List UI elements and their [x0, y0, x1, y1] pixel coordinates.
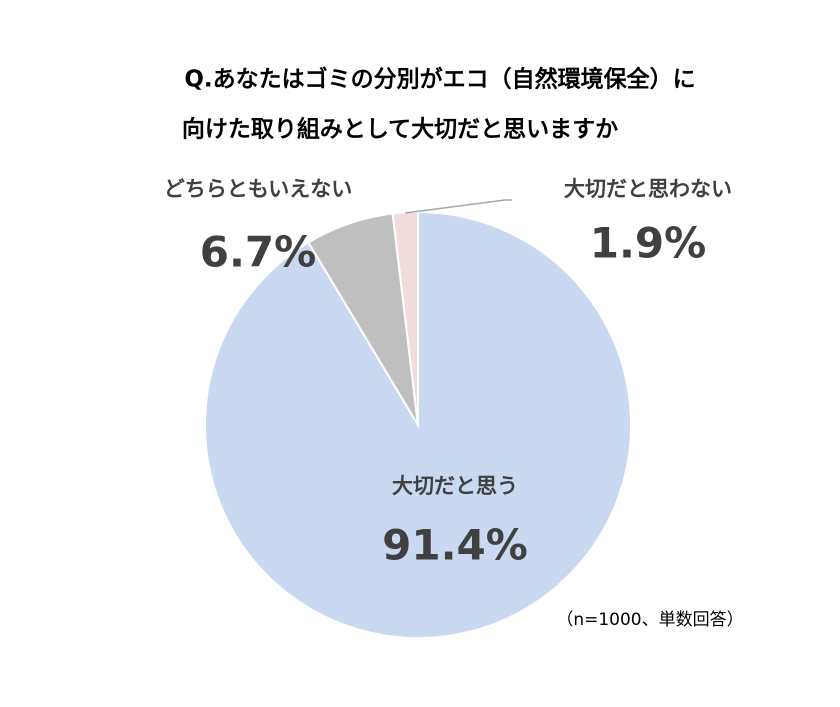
- chart-title: Q.あなたはゴミの分別がエコ（自然環境保全）に: [184, 66, 695, 93]
- value-label: 6.7%: [200, 228, 316, 277]
- value-label: 91.4%: [382, 521, 528, 570]
- category-label: 大切だと思わない: [564, 177, 732, 201]
- leader-line: [404, 199, 512, 214]
- value-label: 1.9%: [590, 219, 706, 268]
- category-label: どちらともいえない: [164, 177, 353, 201]
- note: （n=1000、単数回答）: [556, 610, 743, 630]
- category-label: 大切だと思う: [392, 474, 518, 498]
- chart-title: 向けた取り組みとして大切だと思いますか: [182, 116, 618, 143]
- pie: [204, 210, 632, 639]
